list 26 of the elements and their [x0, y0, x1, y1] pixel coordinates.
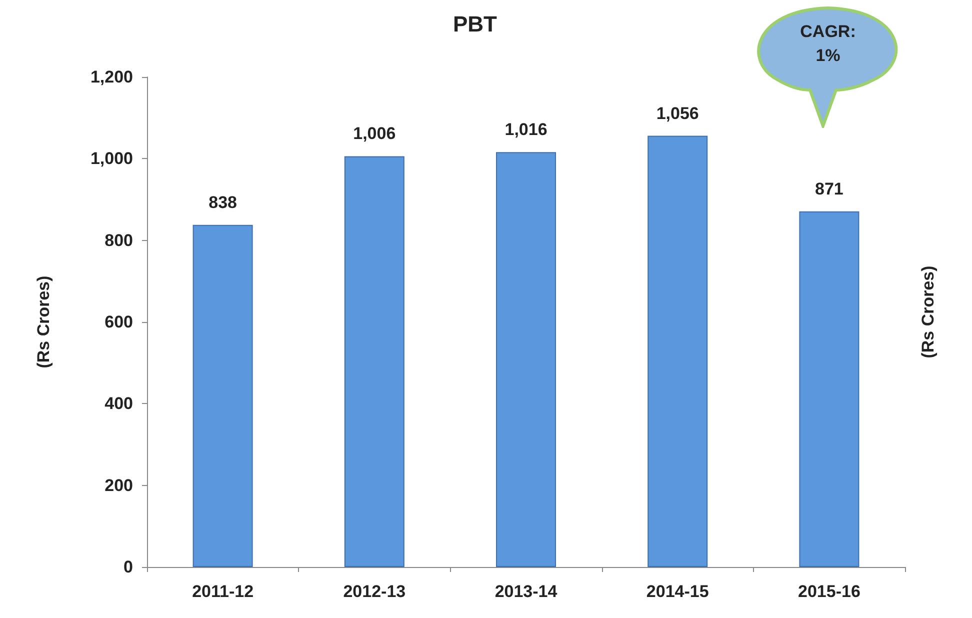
- x-tick-label: 2015-16: [798, 582, 860, 601]
- data-label: 871: [815, 179, 844, 198]
- y-tick-label: 800: [104, 230, 133, 250]
- y-tick-label: 1,000: [90, 149, 133, 168]
- y-tick-label: 0: [124, 558, 133, 576]
- x-tick-label: 2012-13: [343, 582, 406, 601]
- y-axis-title: (Rs Crores): [34, 276, 53, 368]
- bar: [799, 211, 860, 567]
- data-label: 1,006: [353, 124, 396, 144]
- y-tick-label: 600: [104, 312, 133, 332]
- y-tick-label: 1,200: [90, 68, 133, 86]
- x-tick-label: 2013-14: [494, 582, 558, 601]
- chart-title: PBT: [453, 12, 498, 36]
- bar: [344, 156, 404, 567]
- data-label: 1,056: [656, 104, 699, 123]
- data-label: 838: [208, 192, 237, 212]
- x-tick-label: 2014-15: [646, 582, 709, 601]
- y-tick-label: 200: [104, 476, 133, 495]
- bar: [496, 152, 556, 567]
- x-tick-label: 2011-12: [192, 582, 254, 601]
- bar: [648, 136, 708, 567]
- text: (Rs Crores): [916, 266, 938, 358]
- y-tick-label: 400: [104, 394, 133, 414]
- bar: [192, 224, 253, 567]
- data-label: 1,016: [504, 120, 548, 140]
- text: CAGR: 1%: [799, 21, 857, 67]
